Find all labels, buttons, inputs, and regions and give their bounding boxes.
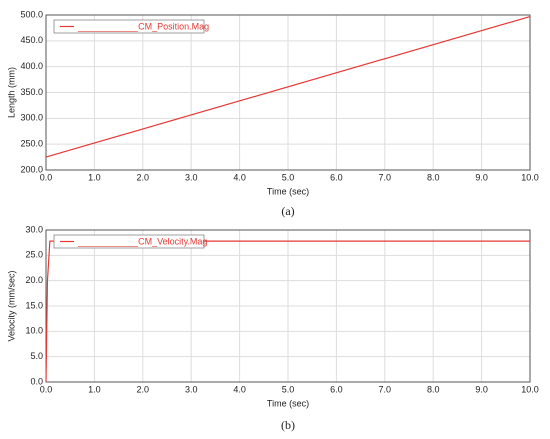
x-axis-label: Time (sec) [267,186,309,196]
y-tick-label: 350.0 [20,87,43,97]
x-tick-label: 9.0 [475,172,488,182]
x-tick-label: 5.0 [282,172,295,182]
x-tick-label: 4.0 [233,384,246,394]
legend-box [53,234,205,249]
y-tick-label: 500.0 [20,9,43,19]
x-tick-label: 7.0 [379,172,392,182]
series-line [45,240,530,383]
x-tick-label: 0.0 [40,384,53,394]
x-tick-label: 6.0 [330,384,343,394]
x-tick-label: 10.0 [521,384,539,394]
legend-box [53,19,205,34]
x-tick-label: 6.0 [330,172,343,182]
y-tick-label: 5.0 [30,351,43,361]
x-tick-label: 9.0 [475,384,488,394]
x-axis-label: Time (sec) [267,398,309,408]
x-tick-label: 2.0 [137,384,150,394]
series-line [45,15,531,158]
x-tick-label: 0.0 [40,172,53,182]
x-tick-label: 5.0 [282,384,295,394]
y-tick-label: 20.0 [25,275,43,285]
y-tick-label: 400.0 [20,61,43,71]
y-tick-label: 30.0 [25,224,43,234]
x-tick-label: 3.0 [185,172,198,182]
x-tick-label: 8.0 [427,172,440,182]
y-axis-label: Velocity (mm/sec) [6,270,16,341]
x-tick-label: 10.0 [521,172,539,182]
y-axis-label: Length (mm) [6,67,16,118]
x-tick-label: 3.0 [185,384,198,394]
legend-label: ____________CM_Position.Mag [77,21,209,31]
plot-border [45,229,531,383]
caption: (a) [281,204,294,218]
x-tick-label: 4.0 [233,172,246,182]
y-tick-label: 250.0 [20,139,43,149]
y-tick-label: 200.0 [20,164,43,174]
x-tick-label: 7.0 [379,384,392,394]
x-tick-label: 2.0 [137,172,150,182]
y-tick-label: 25.0 [25,250,43,260]
caption: (b) [281,418,295,432]
legend-label: ____________CM_Velocity.Mag [77,236,207,246]
x-tick-label: 1.0 [88,172,101,182]
y-tick-label: 15.0 [25,300,43,310]
y-tick-label: 300.0 [20,113,43,123]
x-tick-label: 8.0 [427,384,440,394]
plot-border [45,14,531,171]
y-tick-label: 450.0 [20,35,43,45]
y-tick-label: 0.0 [30,376,43,386]
x-tick-label: 1.0 [88,384,101,394]
y-tick-label: 10.0 [25,326,43,336]
